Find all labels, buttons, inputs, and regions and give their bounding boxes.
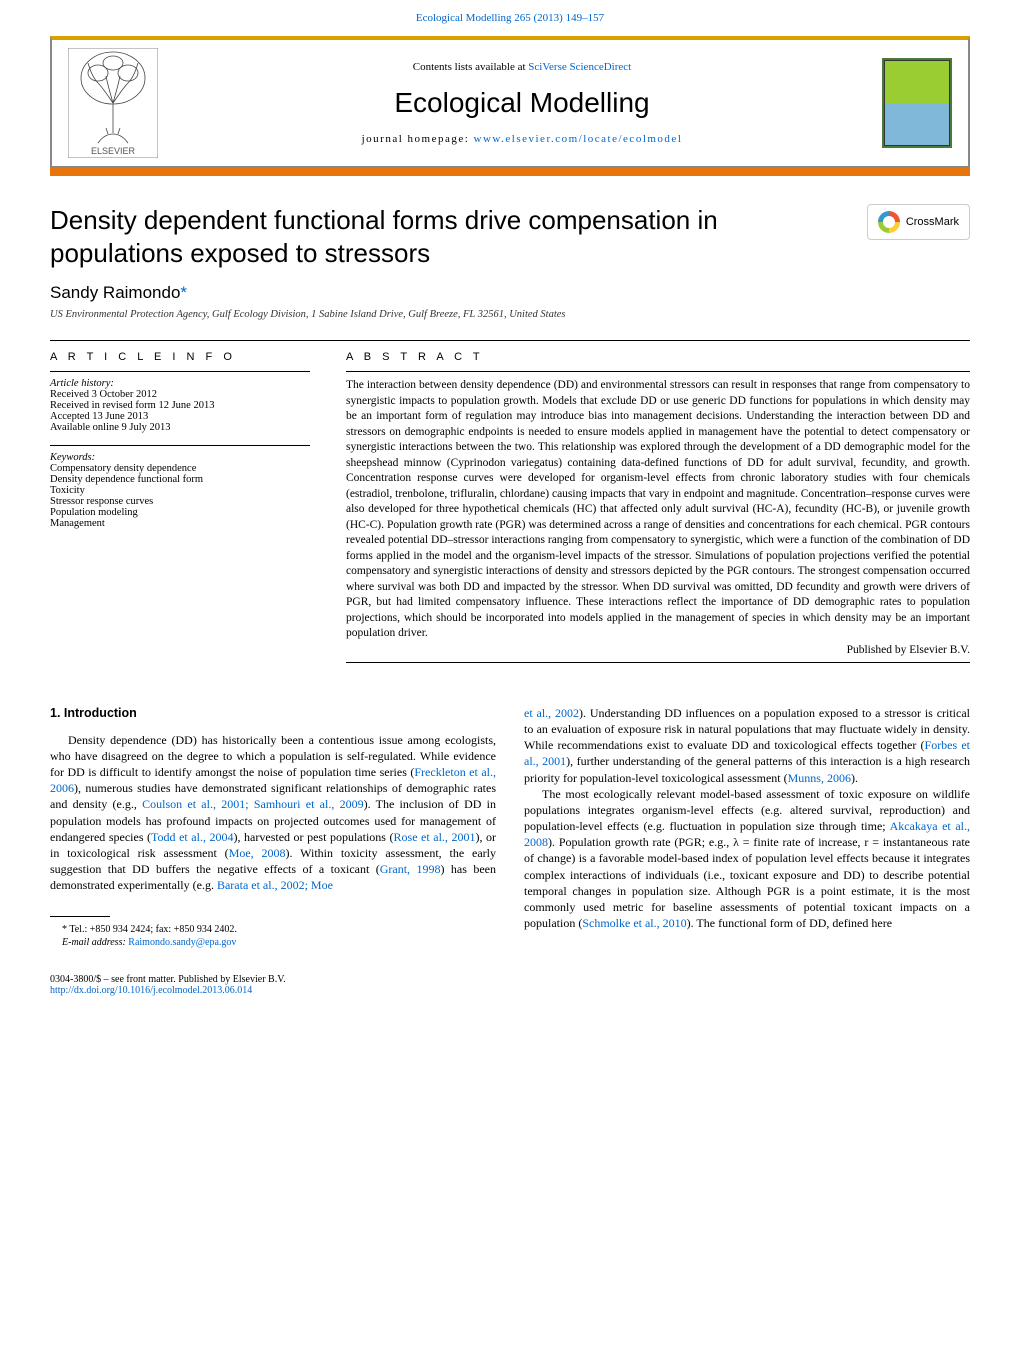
keyword: Stressor response curves bbox=[50, 496, 310, 507]
abstract-label: A B S T R A C T bbox=[346, 351, 970, 363]
keyword: Management bbox=[50, 518, 310, 529]
sub-divider bbox=[50, 371, 310, 372]
ref-link[interactable]: Coulson et al., 2001; Samhouri et al., 2… bbox=[142, 797, 363, 811]
ref-link[interactable]: Todd et al., 2004 bbox=[151, 830, 233, 844]
ref-link[interactable]: Akcakaya et al., 2008 bbox=[524, 819, 970, 849]
journal-name: Ecological Modelling bbox=[178, 87, 866, 119]
affiliation: US Environmental Protection Agency, Gulf… bbox=[50, 309, 970, 320]
corresponding-star: * bbox=[180, 283, 187, 302]
keyword: Compensatory density dependence bbox=[50, 463, 310, 474]
keyword: Population modeling bbox=[50, 507, 310, 518]
ref-link[interactable]: Freckleton et al., 2006 bbox=[50, 765, 496, 795]
keywords-block: Keywords: Compensatory density dependenc… bbox=[50, 452, 310, 529]
page-footer: 0304-3800/$ – see front matter. Publishe… bbox=[50, 974, 970, 996]
intro-paragraph: Density dependence (DD) has historically… bbox=[50, 732, 496, 894]
ref-link[interactable]: et al., 2002 bbox=[524, 706, 579, 720]
history-item: Accepted 13 June 2013 bbox=[50, 411, 310, 422]
email-link[interactable]: Raimondo.sandy@epa.gov bbox=[128, 937, 236, 948]
orange-divider-strip bbox=[50, 168, 970, 176]
article-info-label: A R T I C L E I N F O bbox=[50, 351, 310, 363]
history-item: Available online 9 July 2013 bbox=[50, 422, 310, 433]
article-title: Density dependent functional forms drive… bbox=[50, 204, 770, 269]
elsevier-tree-logo: ELSEVIER bbox=[68, 48, 158, 158]
crossmark-label: CrossMark bbox=[906, 216, 959, 228]
homepage-line: journal homepage: www.elsevier.com/locat… bbox=[178, 133, 866, 145]
keywords-header: Keywords: bbox=[50, 452, 310, 463]
journal-citation: Ecological Modelling 265 (2013) 149–157 bbox=[0, 0, 1020, 28]
sub-divider bbox=[346, 371, 970, 372]
journal-cover-thumbnail bbox=[882, 58, 952, 148]
corresponding-footnote: * Tel.: +850 934 2424; fax: +850 934 240… bbox=[50, 923, 496, 937]
keyword: Toxicity bbox=[50, 485, 310, 496]
ref-link[interactable]: Barata et al., 2002; Moe bbox=[217, 878, 333, 892]
header-center: Contents lists available at SciVerse Sci… bbox=[178, 61, 866, 145]
ref-link[interactable]: Schmolke et al., 2010 bbox=[582, 916, 686, 930]
intro-right-column: et al., 2002). Understanding DD influenc… bbox=[524, 705, 970, 950]
sub-divider bbox=[50, 445, 310, 446]
history-header: Article history: bbox=[50, 378, 310, 389]
journal-header: ELSEVIER Contents lists available at Sci… bbox=[50, 36, 970, 168]
author-line: Sandy Raimondo* bbox=[50, 283, 970, 303]
issn-line: 0304-3800/$ – see front matter. Publishe… bbox=[50, 974, 970, 985]
ref-link[interactable]: Rose et al., 2001 bbox=[394, 830, 476, 844]
ref-link[interactable]: Moe, 2008 bbox=[229, 846, 286, 860]
article-history: Article history: Received 3 October 2012… bbox=[50, 378, 310, 433]
history-item: Received 3 October 2012 bbox=[50, 389, 310, 400]
svg-text:ELSEVIER: ELSEVIER bbox=[91, 146, 136, 156]
email-footnote: E-mail address: Raimondo.sandy@epa.gov bbox=[50, 936, 496, 950]
keyword: Density dependence functional form bbox=[50, 474, 310, 485]
section-divider bbox=[50, 340, 970, 341]
publisher-line: Published by Elsevier B.V. bbox=[346, 644, 970, 656]
journal-homepage-link[interactable]: www.elsevier.com/locate/ecolmodel bbox=[474, 133, 683, 145]
sub-divider bbox=[346, 662, 970, 663]
citation-link[interactable]: Ecological Modelling 265 (2013) 149–157 bbox=[416, 12, 604, 24]
intro-paragraph: The most ecologically relevant model-bas… bbox=[524, 786, 970, 932]
doi-link[interactable]: http://dx.doi.org/10.1016/j.ecolmodel.20… bbox=[50, 985, 252, 996]
crossmark-badge[interactable]: CrossMark bbox=[867, 204, 970, 240]
ref-link[interactable]: Grant, 1998 bbox=[380, 862, 441, 876]
intro-paragraph: et al., 2002). Understanding DD influenc… bbox=[524, 705, 970, 786]
crossmark-icon bbox=[878, 211, 900, 233]
intro-left-column: 1. Introduction Density dependence (DD) … bbox=[50, 705, 496, 950]
abstract-text: The interaction between density dependen… bbox=[346, 378, 970, 642]
intro-heading: 1. Introduction bbox=[50, 705, 496, 722]
contents-line: Contents lists available at SciVerse Sci… bbox=[178, 61, 866, 73]
ref-link[interactable]: Forbes et al., 2001 bbox=[524, 738, 970, 768]
footnote-divider bbox=[50, 916, 110, 917]
sciencedirect-link[interactable]: SciVerse ScienceDirect bbox=[528, 61, 631, 73]
history-item: Received in revised form 12 June 2013 bbox=[50, 400, 310, 411]
ref-link[interactable]: Munns, 2006 bbox=[788, 771, 851, 785]
